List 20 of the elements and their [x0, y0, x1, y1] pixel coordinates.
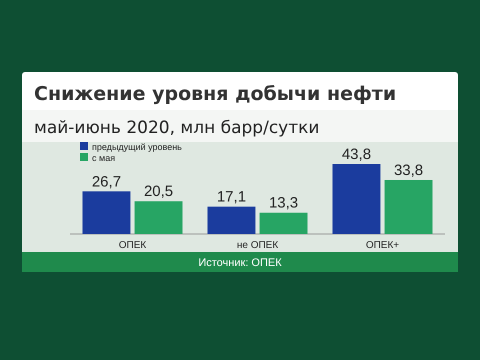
- bar: [332, 164, 380, 234]
- bar: [82, 191, 130, 234]
- legend-label: с мая: [92, 153, 116, 163]
- data-label: 20,5: [144, 183, 174, 200]
- data-label: 43,8: [342, 146, 372, 163]
- data-label: 26,7: [92, 173, 122, 190]
- data-label: 33,8: [394, 162, 424, 179]
- bar: [134, 201, 182, 234]
- x-tick-label: ОПЕК: [118, 240, 146, 251]
- text: Источник: ОПЕК: [198, 257, 282, 269]
- bar: [384, 180, 432, 234]
- chart-subtitle: май-июнь 2020, млн барр/сутки: [34, 118, 320, 138]
- chart-title: Снижение уровня добычи нефти: [34, 83, 396, 105]
- x-tick-label: ОПЕК+: [366, 240, 400, 251]
- bar: [208, 206, 256, 234]
- data-label: 17,1: [216, 188, 246, 206]
- x-tick-label: не ОПЕК: [236, 240, 278, 251]
- data-label: 13,3: [268, 194, 298, 212]
- bar: [260, 212, 308, 234]
- legend-label: предыдущий уровень: [92, 142, 182, 152]
